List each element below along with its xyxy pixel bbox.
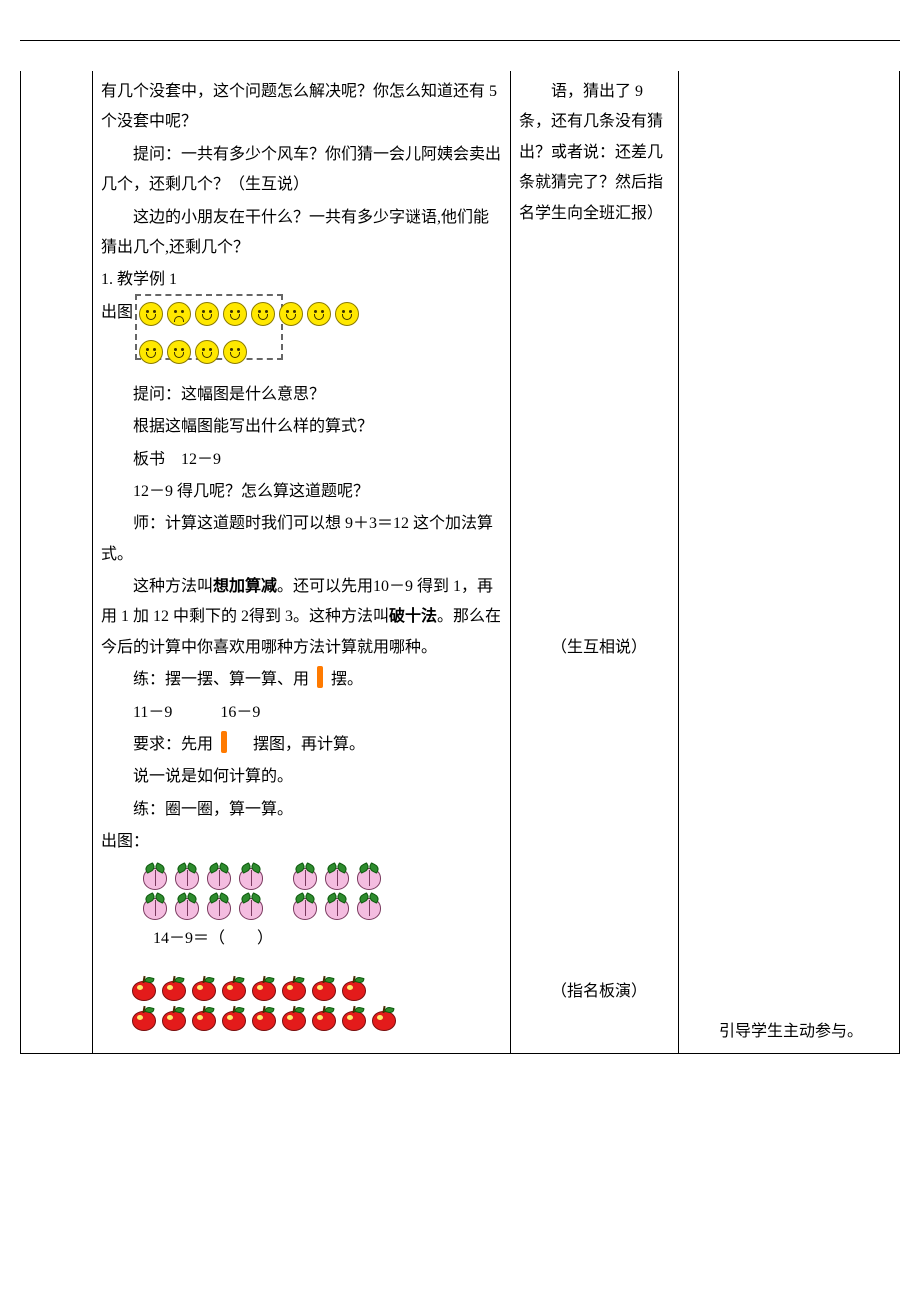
peach-row — [141, 864, 502, 890]
para: 语，猜出了 9条，还有几条没有猜出？或者说：还差几条就猜完了？然后指名学生向全班… — [519, 77, 670, 229]
apple-icon — [341, 976, 367, 1002]
cell-col1 — [21, 71, 93, 1054]
apple-icon — [221, 1006, 247, 1032]
smiley-icon — [223, 302, 247, 326]
peach-icon — [355, 894, 383, 920]
peach-icon — [237, 894, 265, 920]
text: 摆。 — [331, 671, 363, 688]
text: 摆图，再计算。 — [253, 736, 365, 753]
apple-icon — [131, 1006, 157, 1032]
equation: 14－9＝（ ） — [153, 924, 502, 954]
apple-icon — [341, 1006, 367, 1032]
apple-icon — [191, 976, 217, 1002]
para: 说一说是如何计算的。 — [101, 762, 502, 792]
apple-icon — [131, 976, 157, 1002]
smiley-icon — [307, 302, 331, 326]
cell-col4: 引导学生主动参与。 — [679, 71, 900, 1054]
section-heading: 1. 教学例 1 — [101, 265, 502, 295]
text: 要求：先用 — [133, 736, 213, 753]
stick-icon — [221, 731, 227, 753]
apple-icon — [281, 976, 307, 1002]
peach-icon — [141, 864, 169, 890]
peach-icon — [237, 864, 265, 890]
peach-row — [141, 894, 502, 920]
peach-icon — [291, 864, 319, 890]
peach-icon — [141, 894, 169, 920]
figure-peaches — [141, 864, 502, 920]
smiley-sad-icon — [167, 302, 191, 326]
smiley-icon — [139, 302, 163, 326]
para: 有几个没套中，这个问题怎么解决呢？你怎么知道还有 5 个没套中呢？ — [101, 77, 502, 138]
smiley-icon — [223, 340, 247, 364]
para: 练：圈一圈，算一算。 — [101, 795, 502, 825]
smiley-icon — [139, 340, 163, 364]
para: （生互相说） — [519, 633, 670, 663]
peach-icon — [355, 864, 383, 890]
page: 有几个没套中，这个问题怎么解决呢？你怎么知道还有 5 个没套中呢？ 提问：一共有… — [20, 40, 900, 1054]
smiley-row-2 — [139, 340, 359, 364]
bold-term: 破十法 — [389, 608, 437, 625]
lesson-table: 有几个没套中，这个问题怎么解决呢？你怎么知道还有 5 个没套中呢？ 提问：一共有… — [20, 71, 900, 1054]
smiley-icon — [279, 302, 303, 326]
para: 练：摆一摆、算一算、用 摆。 — [101, 665, 502, 695]
apple-row — [131, 976, 502, 1002]
figure-smileys: 出图 — [101, 298, 502, 368]
apple-icon — [221, 976, 247, 1002]
top-rule — [20, 40, 900, 41]
cell-col2: 有几个没套中，这个问题怎么解决呢？你怎么知道还有 5 个没套中呢？ 提问：一共有… — [93, 71, 511, 1054]
peach-icon — [291, 894, 319, 920]
peach-icon — [323, 864, 351, 890]
para: 这边的小朋友在干什么？一共有多少字谜语,他们能猜出几个,还剩几个？ — [101, 203, 502, 264]
text: 这种方法叫 — [133, 578, 213, 595]
apple-icon — [161, 1006, 187, 1032]
apple-icon — [251, 976, 277, 1002]
cell-col3: 语，猜出了 9条，还有几条没有猜出？或者说：还差几条就猜完了？然后指名学生向全班… — [511, 71, 679, 1054]
para: 要求：先用 摆图，再计算。 — [101, 730, 502, 760]
apple-icon — [371, 1006, 397, 1032]
peach-icon — [323, 894, 351, 920]
smiley-icon — [251, 302, 275, 326]
peach-icon — [173, 894, 201, 920]
apple-icon — [311, 1006, 337, 1032]
para: 师：计算这道题时我们可以想 9＋3＝12 这个加法算式。 — [101, 509, 502, 570]
figure-label: 出图 — [101, 298, 133, 328]
para: 12－9 得几呢？怎么算这道题呢？ — [101, 477, 502, 507]
para: 板书 12－9 — [101, 445, 502, 475]
para: 11－9 16－9 — [101, 698, 502, 728]
bold-term: 想加算减 — [213, 578, 277, 595]
apple-icon — [311, 976, 337, 1002]
peach-icon — [205, 864, 233, 890]
apple-row — [131, 1006, 502, 1032]
para: 引导学生主动参与。 — [687, 1017, 891, 1047]
apple-icon — [281, 1006, 307, 1032]
smiley-icon — [195, 302, 219, 326]
smiley-icon — [167, 340, 191, 364]
apple-icon — [251, 1006, 277, 1032]
para: 提问：一共有多少个风车？你们猜一会儿阿姨会卖出几个，还剩几个？（生互说） — [101, 140, 502, 201]
table-row: 有几个没套中，这个问题怎么解决呢？你怎么知道还有 5 个没套中呢？ 提问：一共有… — [21, 71, 900, 1054]
para: 根据这幅图能写出什么样的算式？ — [101, 412, 502, 442]
smiley-row-1 — [139, 302, 359, 326]
figure-apples — [131, 976, 502, 1032]
peach-icon — [205, 894, 233, 920]
text: 练：摆一摆、算一算、用 — [133, 671, 309, 688]
smiley-icon — [195, 340, 219, 364]
smiley-icon — [335, 302, 359, 326]
apple-icon — [191, 1006, 217, 1032]
peach-icon — [173, 864, 201, 890]
figure-label: 出图： — [101, 827, 502, 857]
para: 提问：这幅图是什么意思？ — [101, 380, 502, 410]
apple-icon — [161, 976, 187, 1002]
para: （指名板演） — [519, 977, 670, 1007]
stick-icon — [317, 666, 323, 688]
para: 这种方法叫想加算减。还可以先用10－9 得到 1，再用 1 加 12 中剩下的 … — [101, 572, 502, 663]
